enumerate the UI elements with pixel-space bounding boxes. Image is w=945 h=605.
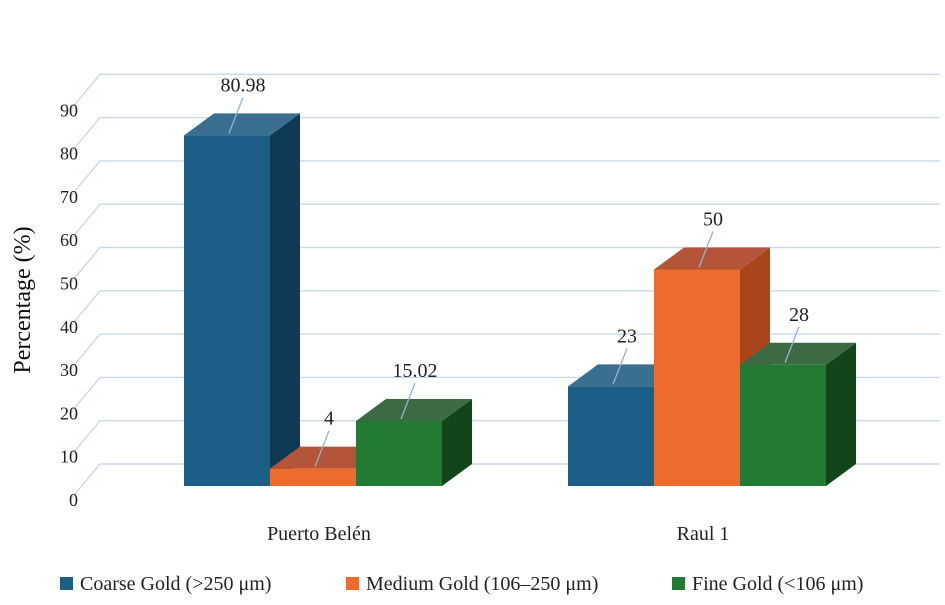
bar-side [442,398,472,486]
data-label: 4 [324,408,334,430]
legend-label: Medium Gold (106–250 μm) [366,573,598,595]
bar-top [356,398,472,421]
y-tick-label: 70 [60,187,78,207]
x-category-label: Puerto Belén [267,523,371,545]
bar-fine-2 [740,342,856,486]
y-tick-label: 50 [60,274,78,294]
bar-fine-1 [356,398,472,486]
y-tick-label: 40 [60,317,78,337]
bar-front [568,386,654,486]
bar-coarse-1 [184,113,300,486]
legend: Coarse Gold (>250 μm) Medium Gold (106–25… [60,573,863,595]
y-tick-label: 90 [60,100,78,120]
data-label: 80.98 [221,74,266,96]
data-label-leader [400,382,416,420]
data-label: 15.02 [393,360,438,382]
legend-item: Coarse Gold (>250 μm) [60,573,271,595]
bars [184,113,856,486]
bar-top [654,247,770,270]
y-tick-label: 10 [60,447,78,467]
legend-item: Fine Gold (<106 μm) [672,573,863,595]
gridline-70 [69,160,940,198]
legend-swatch [672,577,685,590]
data-label: 23 [617,325,637,347]
y-tick-label: 60 [60,230,78,250]
bar-front [654,269,740,486]
bar-side [270,113,300,486]
bar-side [826,342,856,486]
gridline-80 [69,116,940,155]
legend-label: Coarse Gold (>250 μm) [80,573,271,595]
data-label: 50 [703,209,723,231]
data-label-leader [612,348,628,385]
data-labels: 80.98 4 15.02 23 50 28 [221,74,809,467]
data-label-leader [698,231,714,268]
data-label-leader [314,430,330,467]
y-tick-label: 30 [60,360,78,380]
gridline-90 [69,73,940,111]
y-axis-ticks: 0 10 20 30 40 50 60 70 80 90 [60,100,78,510]
bar-front [184,135,270,486]
bar-front [270,468,356,486]
data-label: 28 [789,304,809,326]
x-axis-categories: Puerto Belén Raul 1 [267,523,729,545]
data-label-leader [228,97,244,134]
legend-swatch [346,577,359,590]
y-axis-label: Percentage (%) [10,226,36,373]
bar-front [740,364,826,486]
gridline-50 [69,246,940,284]
gridlines [69,73,940,501]
y-tick-label: 20 [60,403,78,423]
legend-item: Medium Gold (106–250 μm) [346,573,598,595]
gridline-60 [69,203,940,241]
bar-top [184,113,300,136]
bar-top [740,342,856,365]
x-category-label: Raul 1 [677,523,730,545]
legend-label: Fine Gold (<106 μm) [692,573,863,595]
legend-swatch [60,577,73,590]
data-label-leader [784,326,800,363]
y-tick-label: 80 [60,144,78,164]
bar-front [356,420,442,486]
y-tick-label: 0 [69,490,78,510]
